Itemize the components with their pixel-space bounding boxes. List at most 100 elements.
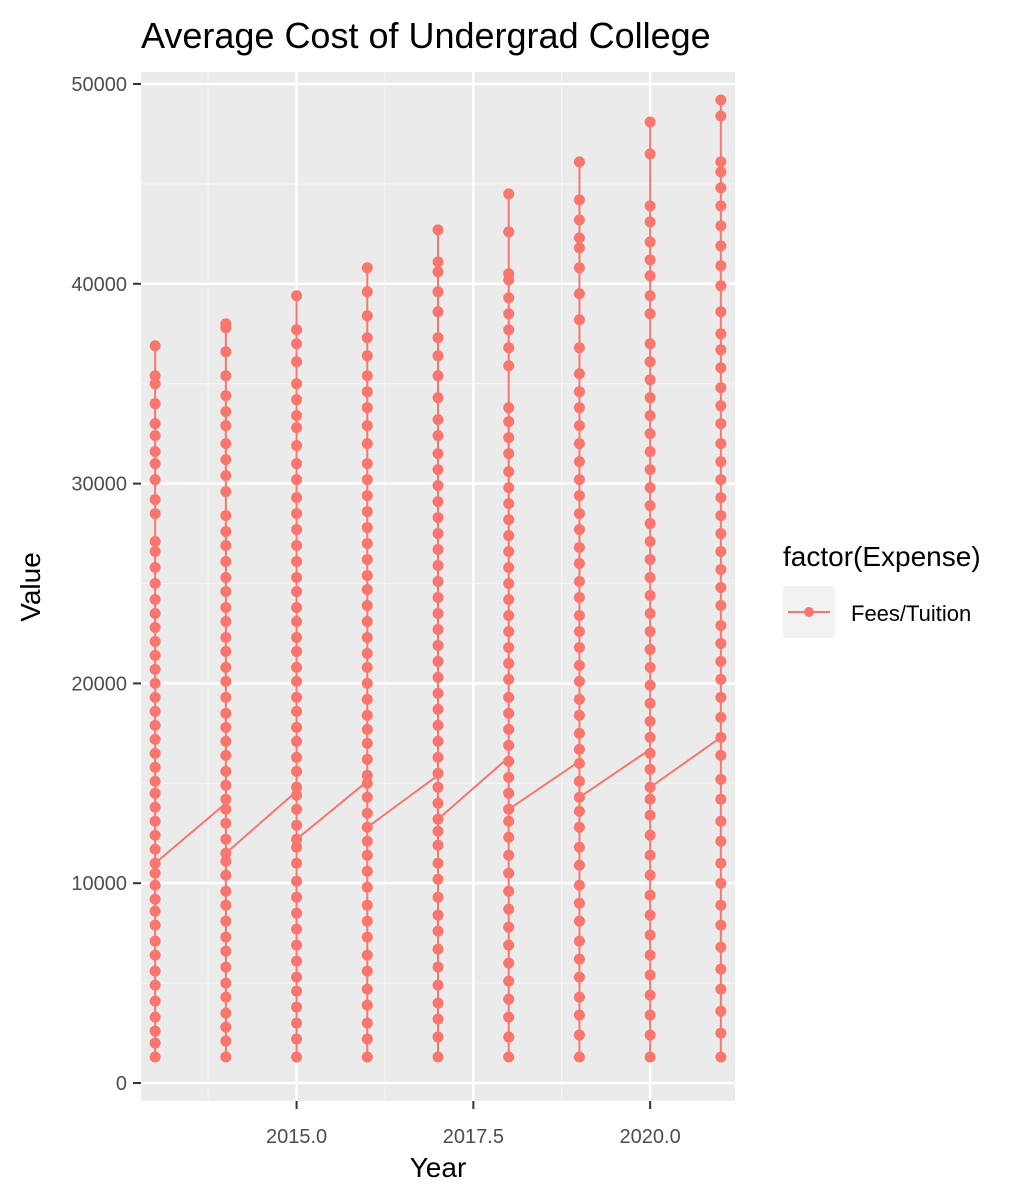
data-point xyxy=(220,1021,232,1033)
data-point xyxy=(573,709,585,721)
data-point xyxy=(291,1017,303,1029)
data-point xyxy=(361,570,373,582)
data-point xyxy=(503,342,515,354)
data-point xyxy=(644,909,656,921)
data-point xyxy=(644,392,656,404)
data-point xyxy=(715,941,727,953)
data-point xyxy=(503,641,515,653)
data-point xyxy=(644,518,656,530)
data-point xyxy=(220,370,232,382)
data-point xyxy=(220,991,232,1003)
data-point xyxy=(149,705,161,717)
data-point xyxy=(149,787,161,799)
data-point xyxy=(149,965,161,977)
data-point xyxy=(361,807,373,819)
data-point xyxy=(149,418,161,430)
data-point xyxy=(644,500,656,512)
data-point xyxy=(149,593,161,605)
data-point xyxy=(220,977,232,989)
data-point xyxy=(432,1051,444,1063)
data-point xyxy=(432,839,444,851)
data-point xyxy=(220,803,232,815)
data-point xyxy=(149,546,161,558)
data-point xyxy=(291,803,303,815)
data-point xyxy=(220,1035,232,1047)
data-point xyxy=(573,262,585,274)
y-tick-label: 0 xyxy=(116,1073,127,1095)
data-point xyxy=(220,540,232,552)
data-point xyxy=(432,909,444,921)
data-point xyxy=(361,791,373,803)
legend-label: Fees/Tuition xyxy=(851,601,971,626)
data-point xyxy=(220,585,232,597)
data-point xyxy=(644,793,656,805)
data-point xyxy=(220,631,232,643)
data-point xyxy=(291,410,303,422)
data-point xyxy=(715,200,727,212)
data-point xyxy=(361,332,373,344)
series-connector-line xyxy=(508,760,580,811)
data-point xyxy=(291,324,303,336)
data-point xyxy=(432,925,444,937)
data-point xyxy=(503,831,515,843)
data-point xyxy=(361,474,373,486)
data-point xyxy=(432,873,444,885)
data-point xyxy=(432,256,444,268)
data-point xyxy=(503,939,515,951)
data-point xyxy=(503,903,515,915)
data-point xyxy=(291,474,303,486)
data-point xyxy=(715,182,727,194)
data-point xyxy=(361,615,373,627)
data-point xyxy=(573,821,585,833)
data-point xyxy=(291,923,303,935)
data-point xyxy=(644,661,656,673)
data-point xyxy=(361,506,373,518)
data-point xyxy=(503,324,515,336)
data-point xyxy=(503,885,515,897)
data-point xyxy=(573,232,585,244)
data-point xyxy=(149,733,161,745)
data-point xyxy=(149,935,161,947)
data-point xyxy=(644,572,656,584)
data-point xyxy=(291,378,303,390)
x-tick-label: 2020.0 xyxy=(620,1126,681,1148)
data-point xyxy=(503,1031,515,1043)
data-point xyxy=(291,833,303,845)
data-point xyxy=(432,703,444,715)
data-point xyxy=(573,508,585,520)
data-point xyxy=(291,508,303,520)
data-point xyxy=(220,931,232,943)
data-point xyxy=(715,773,727,785)
data-point xyxy=(715,835,727,847)
data-point xyxy=(573,591,585,603)
data-point xyxy=(573,609,585,621)
legend: factor(Expense) Fees/Tuition xyxy=(783,541,981,638)
data-point xyxy=(361,999,373,1011)
data-point xyxy=(361,647,373,659)
data-point xyxy=(715,438,727,450)
x-tick-label: 2015.0 xyxy=(266,1126,327,1148)
data-point xyxy=(715,344,727,356)
data-point xyxy=(503,268,515,280)
y-tick-label: 40000 xyxy=(71,274,127,296)
data-point xyxy=(361,849,373,861)
data-point xyxy=(432,286,444,298)
data-point xyxy=(220,847,232,859)
data-point xyxy=(361,777,373,789)
data-point xyxy=(291,955,303,967)
data-point xyxy=(220,390,232,402)
data-point xyxy=(503,771,515,783)
data-point xyxy=(220,454,232,466)
data-point xyxy=(573,314,585,326)
data-point xyxy=(644,697,656,709)
data-point xyxy=(573,438,585,450)
data-point xyxy=(503,625,515,637)
data-point xyxy=(503,466,515,478)
data-point xyxy=(644,236,656,248)
data-point xyxy=(715,492,727,504)
data-point xyxy=(291,615,303,627)
data-point xyxy=(220,486,232,498)
data-point xyxy=(503,691,515,703)
data-point xyxy=(503,867,515,879)
data-point xyxy=(503,849,515,861)
